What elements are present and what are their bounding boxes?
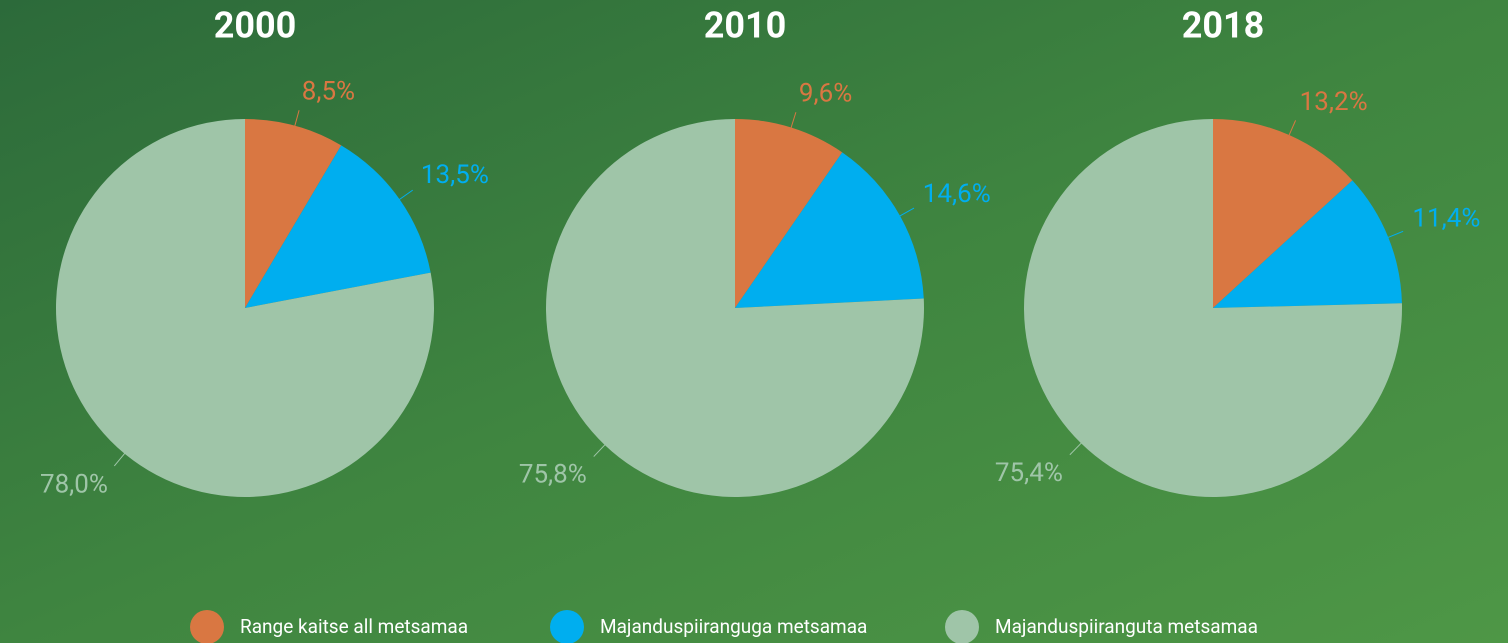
legend-label: Range kaitse all metsamaa (240, 615, 468, 638)
leader-line (1069, 440, 1085, 456)
pie-slice (245, 145, 431, 308)
data-label: 13,2% (1300, 87, 1368, 117)
legend-swatch (190, 610, 224, 643)
pie-slice (735, 152, 924, 308)
leader-line (293, 110, 300, 130)
pie-slice (245, 119, 342, 308)
data-label: 75,8% (519, 460, 587, 490)
leader-line (789, 112, 797, 132)
chart-title: 2018 (1182, 5, 1265, 47)
chart-title: 2010 (704, 5, 787, 47)
data-label: 13,5% (421, 160, 489, 190)
data-label: 75,4% (995, 458, 1063, 488)
pie-slice (1213, 180, 1402, 308)
data-label: 14,6% (923, 179, 991, 209)
leader-line (1384, 230, 1404, 240)
legend-label: Majanduspiiranguta metsamaa (995, 615, 1258, 638)
pie-slice (1023, 119, 1402, 497)
data-label: 11,4% (1412, 203, 1480, 233)
legend-swatch (945, 610, 979, 643)
pie-slice (545, 119, 924, 498)
leader-line (396, 189, 414, 203)
data-label: 8,5% (302, 76, 355, 106)
leader-line (593, 441, 608, 457)
pie-slice (55, 119, 434, 498)
leader-line (896, 207, 915, 219)
legend-label: Majanduspiiranguga metsamaa (600, 615, 867, 638)
chart-title: 2000 (214, 5, 297, 47)
pie-slice (1213, 119, 1353, 308)
legend-swatch (550, 610, 584, 643)
data-label: 78,0% (40, 470, 108, 500)
pie-slice (735, 119, 843, 308)
leader-line (113, 450, 128, 467)
data-label: 9,6% (799, 79, 852, 109)
leader-line (1287, 120, 1297, 139)
